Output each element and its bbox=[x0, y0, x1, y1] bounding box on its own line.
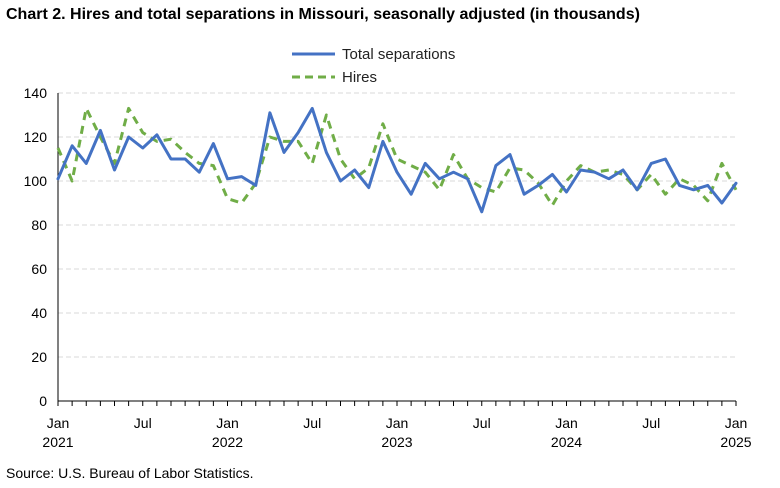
x-tick-label-month: Jan bbox=[555, 415, 578, 431]
y-tick-label: 0 bbox=[39, 393, 47, 409]
x-tick-label-month: Jul bbox=[134, 415, 152, 431]
legend: Total separations Hires bbox=[292, 46, 455, 86]
x-tick-label-month: Jul bbox=[473, 415, 491, 431]
series-line-hires bbox=[56, 106, 738, 207]
x-tick-label-year: 2022 bbox=[212, 434, 243, 450]
x-tick-label-month: Jul bbox=[303, 415, 321, 431]
x-tick-label-year: 2025 bbox=[720, 434, 751, 450]
legend-label-hires: Hires bbox=[342, 69, 377, 86]
y-tick-label: 120 bbox=[24, 129, 48, 145]
x-tick-label-year: 2023 bbox=[381, 434, 412, 450]
x-tick-labels: Jan 2021 Jul Jan 2022 Jul Jan 2023 Jul Jan 2024 Jul… bbox=[42, 415, 751, 450]
y-tick-label: 60 bbox=[31, 261, 47, 277]
y-tick-label: 140 bbox=[24, 85, 48, 101]
x-tick-label-year: 2021 bbox=[42, 434, 73, 450]
x-tick-label-month: Jul bbox=[642, 415, 660, 431]
y-tick-label: 40 bbox=[31, 305, 47, 321]
legend-label-total-separations: Total separations bbox=[342, 46, 455, 63]
source-note: Source: U.S. Bureau of Labor Statistics. bbox=[6, 465, 254, 481]
y-tick-label: 80 bbox=[31, 217, 47, 233]
y-tick-label: 100 bbox=[24, 173, 48, 189]
x-tick-label-month: Jan bbox=[47, 415, 70, 431]
series-line-total-separations bbox=[56, 106, 738, 214]
y-tick-label: 20 bbox=[31, 349, 47, 365]
gridlines bbox=[58, 92, 736, 358]
series-lines bbox=[56, 106, 738, 214]
chart-title: Chart 2. Hires and total separations in … bbox=[6, 6, 640, 23]
axes bbox=[57, 93, 737, 406]
x-tick-label-month: Jan bbox=[216, 415, 239, 431]
x-tick-label-month: Jan bbox=[386, 415, 409, 431]
x-tick-label-year: 2024 bbox=[551, 434, 582, 450]
y-tick-labels: 0 20 40 60 80 100 120 140 bbox=[24, 85, 48, 409]
x-tick-label-month: Jan bbox=[725, 415, 748, 431]
